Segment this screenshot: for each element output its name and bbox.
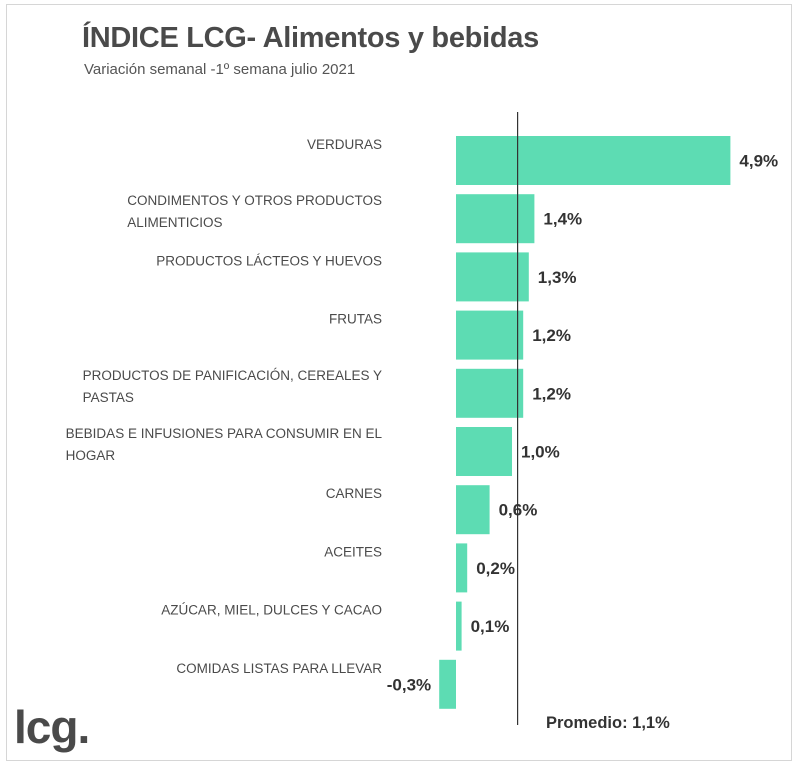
category-label: COMIDAS LISTAS PARA LLEVAR [176,661,382,676]
category-label: CONDIMENTOS Y OTROS PRODUCTOS ALIMENTICIO… [127,193,382,230]
bar [456,427,512,476]
value-label: 0,2% [476,559,515,578]
category-label: CARNES [326,486,382,501]
lcg-logo: lcg. [14,701,90,753]
value-label: 1,2% [532,326,571,345]
category-label: AZÚCAR, MIEL, DULCES Y CACAO [161,603,382,618]
bar [439,659,456,709]
chart-title: ÍNDICE LCG- Alimentos y bebidas [82,22,539,54]
value-label: 1,4% [543,210,582,229]
category-label: BEBIDAS E INFUSIONES PARA CONSUMIR EN EL… [66,426,383,463]
value-label: 1,2% [532,384,571,403]
chart-subtitle: Variación semanal -1º semana julio 2021 [84,61,356,78]
category-label: ACEITES [324,544,382,559]
value-label: 4,9% [739,152,778,171]
value-label: 1,0% [521,443,560,462]
category-label: PRODUCTOS DE PANIFICACIÓN, CEREALES Y PAS… [83,368,382,405]
bar [456,543,468,593]
value-label: 0,1% [471,617,510,636]
bar [456,368,524,418]
value-label: 1,3% [538,268,577,287]
value-label: -0,3% [387,675,431,694]
bar [456,601,462,651]
category-label: VERDURAS [307,137,382,152]
bar [456,252,529,302]
category-label: FRUTAS [329,312,382,327]
chart-frame [6,4,792,761]
average-label: Promedio: 1,1% [546,714,670,732]
bar [456,310,524,360]
bar [456,485,490,535]
bar [456,136,731,185]
category-label: PRODUCTOS LÁCTEOS Y HUEVOS [156,253,382,268]
bar [456,194,535,244]
